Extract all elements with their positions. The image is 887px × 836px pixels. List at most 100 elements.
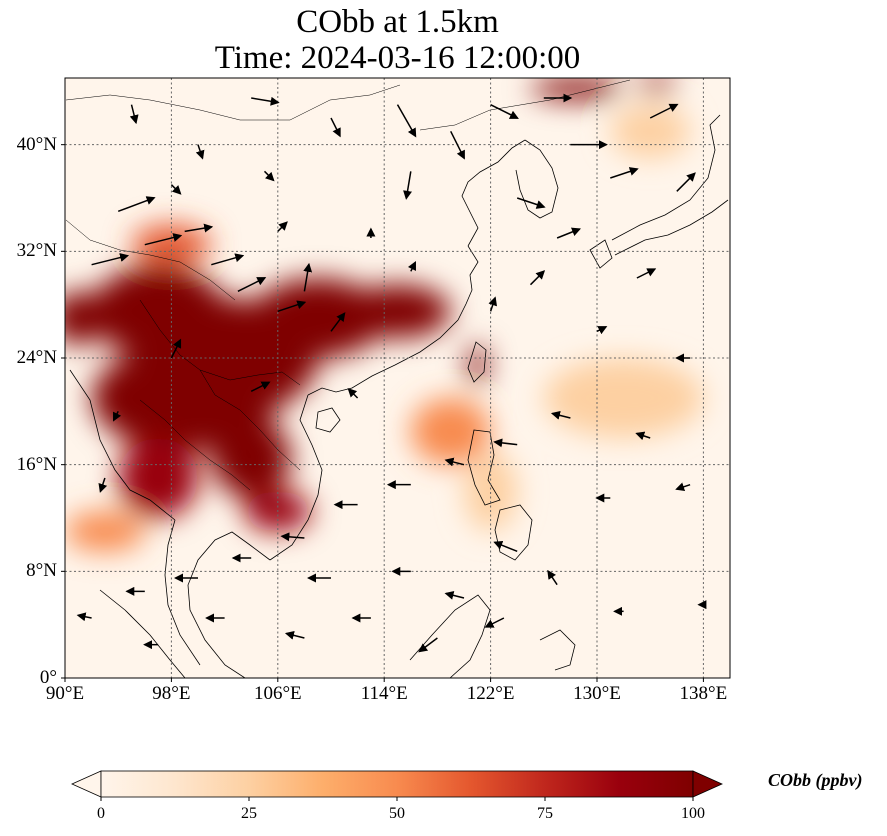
coastline-gulf-thailand [187, 531, 271, 678]
lat-tick-label: 24°N [16, 347, 57, 368]
wind-arrow-29 [444, 457, 465, 467]
concentration-plume-4 [344, 284, 451, 339]
border-line-3 [199, 369, 301, 471]
wind-arrow-13 [396, 104, 417, 138]
concentration-plume-12 [636, 78, 677, 93]
wind-arrow-59 [488, 296, 497, 312]
coastline-bohai [461, 139, 526, 247]
wind-arrow-9 [129, 104, 139, 125]
wind-arrow-43 [418, 637, 438, 653]
concentration-plume-17 [464, 451, 518, 532]
lat-tick-label: 40°N [16, 133, 57, 155]
wind-arrow-7 [303, 262, 313, 292]
colorbar-tick-label: 25 [241, 805, 257, 822]
colorbar-bar [100, 770, 694, 798]
concentration-plume-3 [251, 278, 385, 358]
coastline-philippines-south [494, 504, 533, 561]
coastline-taiwan [467, 341, 487, 383]
gridlines [65, 78, 730, 678]
tick-marks [61, 144, 704, 682]
coastline-sulawesi [539, 629, 576, 671]
wind-arrow-2 [144, 233, 183, 246]
lon-tick-label: 122°E [466, 683, 515, 704]
wind-arrow-22 [516, 197, 546, 209]
colorbar-tick-marks [100, 797, 694, 801]
concentration-plume-5 [211, 418, 292, 498]
chart-title-line-1: CObb at 1.5km [296, 4, 499, 40]
colorbar-extend-high [692, 770, 723, 798]
lon-tick-label: 90°E [45, 683, 85, 704]
border-line-6 [419, 79, 631, 131]
wind-arrow-28 [493, 438, 518, 448]
colorbar-label: CObb (ppbv) [768, 770, 863, 790]
wind-arrow-11 [251, 96, 280, 106]
wind-arrow-50 [635, 431, 651, 441]
border-line-4 [139, 399, 251, 491]
border-line-5 [65, 84, 401, 121]
wind-arrow-36 [76, 612, 92, 622]
coastline-hainan [315, 407, 341, 433]
lon-tick-label: 114°E [360, 683, 408, 704]
wind-arrow-3 [184, 223, 214, 233]
wind-arrow-39 [444, 590, 465, 600]
wind-arrow-60 [596, 326, 608, 335]
wind-arrow-19 [610, 167, 639, 179]
colorbar-tick-label: 75 [537, 805, 553, 822]
concentration-plume-11 [530, 78, 624, 100]
wind-arrow-40 [493, 540, 518, 553]
wind-arrow-14 [403, 171, 412, 200]
coastline-borneo [409, 594, 491, 678]
colorbar-tick-label: 50 [389, 805, 405, 822]
wind-arrow-52 [250, 381, 271, 393]
wind-arrow-6 [277, 300, 307, 313]
coastline-vietnam [269, 394, 323, 561]
wind-arrow-25 [636, 268, 657, 279]
concentration-plume-16 [610, 104, 691, 158]
wind-arrow-1 [117, 196, 156, 213]
concentration-plume-15 [543, 358, 704, 438]
concentration-plume-8 [65, 291, 105, 345]
lon-tick-label: 138°E [679, 683, 728, 704]
wind-arrow-64 [170, 184, 182, 195]
coastline-china [307, 245, 479, 396]
wind-arrow-4 [211, 253, 245, 266]
concentration-plume-10 [467, 344, 487, 385]
wind-arrow-63 [263, 170, 275, 182]
chart-title-line-2: Time: 2024-03-16 12:00:00 [214, 40, 581, 76]
lat-tick-label: 0° [39, 667, 57, 688]
wind-arrow-55 [98, 477, 108, 493]
coastline-luzon [467, 429, 501, 506]
wind-arrow-51 [347, 387, 359, 399]
lon-tick-label: 106°E [253, 683, 302, 704]
concentration-plume-2 [91, 264, 225, 359]
map-frame [64, 77, 731, 679]
wind-arrow-45 [284, 630, 305, 640]
lon-tick-label: 130°E [573, 683, 621, 704]
wind-arrow-56 [277, 221, 288, 232]
coastline-myanmar [69, 369, 176, 521]
coastlines [69, 114, 729, 678]
wind-arrow-32 [280, 532, 305, 542]
lat-tick-label: 32°N [16, 240, 57, 262]
coastline-japan-honshu-south [614, 199, 729, 256]
land-borders [65, 79, 631, 491]
colorbar-tick-label: 0 [97, 805, 105, 822]
wind-arrow-21 [676, 172, 696, 192]
border-line-1 [65, 219, 236, 301]
wind-arrow-41 [547, 569, 558, 586]
concentration-field [65, 78, 704, 552]
concentration-plume-6 [118, 438, 198, 518]
wind-arrow-8 [330, 312, 346, 332]
wind-arrow-16 [490, 103, 519, 119]
wind-arrow-5 [237, 277, 267, 293]
coastline-korea [515, 139, 559, 219]
wind-arrow-0 [91, 253, 130, 266]
colorbar-extend-low [71, 770, 102, 798]
wind-arrow-23 [556, 227, 581, 239]
wind-arrow-42 [484, 617, 505, 628]
coastline-malay [164, 519, 201, 666]
wind-arrow-27 [550, 410, 571, 420]
coastline-sumatra [99, 589, 186, 678]
